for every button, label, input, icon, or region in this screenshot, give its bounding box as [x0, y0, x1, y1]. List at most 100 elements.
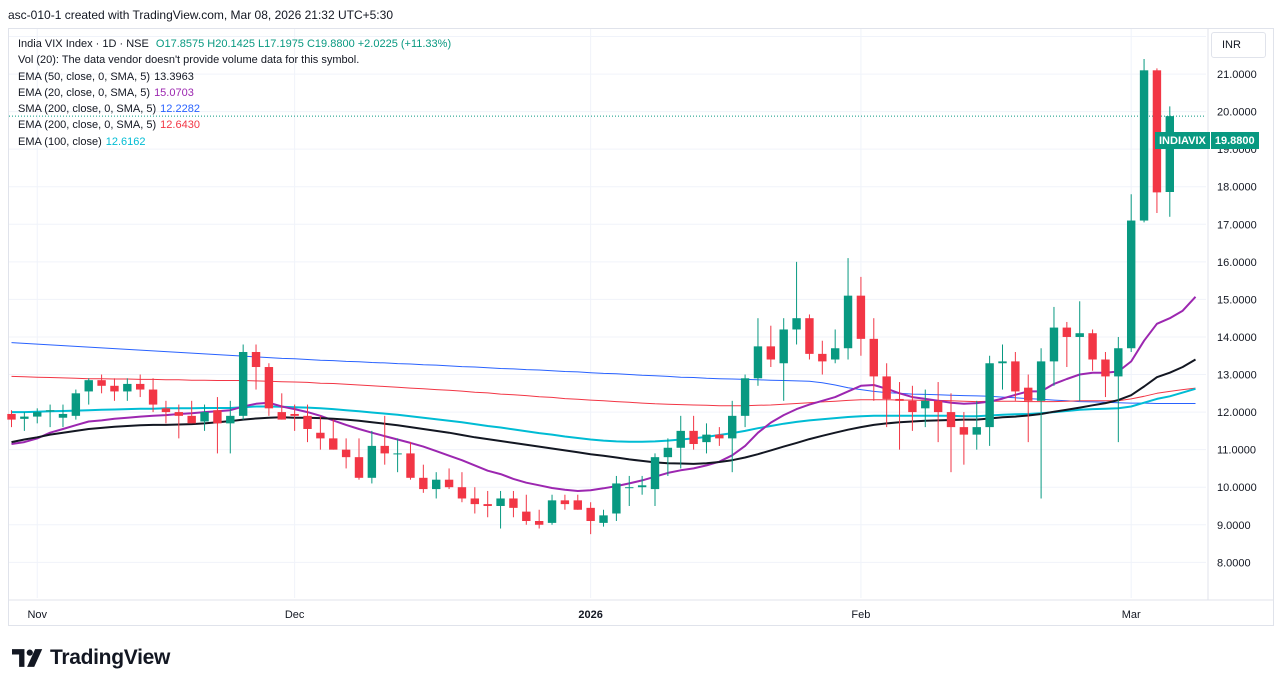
candle-body — [663, 447, 673, 458]
candle — [998, 344, 1007, 390]
candle-body — [586, 507, 595, 522]
candle — [290, 404, 299, 431]
candle — [226, 400, 235, 454]
legend-value: 12.6162 — [105, 135, 146, 148]
candle-body — [959, 427, 969, 435]
tradingview-logo: TradingView — [12, 646, 170, 670]
ema50-line — [11, 358, 1197, 465]
candle — [238, 344, 248, 420]
candle-body — [650, 457, 660, 490]
candle — [547, 494, 557, 525]
candle-body — [406, 453, 415, 478]
legend-label: EMA (20, close, 0, SMA, 5) — [18, 86, 151, 99]
legend-value: 12.2282 — [160, 103, 200, 116]
ema20-line — [11, 296, 1197, 492]
candle-body — [1152, 70, 1162, 193]
candle-body — [496, 498, 505, 506]
candle — [123, 378, 132, 401]
candle-body — [792, 318, 801, 330]
candle — [805, 314, 814, 360]
candle-body — [148, 389, 158, 405]
candle — [573, 494, 582, 510]
candle-body — [161, 408, 171, 413]
y-tick-label: 9.0000 — [1217, 520, 1251, 532]
candle-body — [174, 412, 184, 416]
candle-body — [946, 412, 956, 428]
candle — [715, 427, 724, 446]
y-tick-label: 16.0000 — [1217, 257, 1257, 269]
candle — [174, 404, 184, 439]
currency-button[interactable]: INR — [1211, 32, 1266, 58]
candle-body — [676, 430, 685, 448]
candle-body — [432, 479, 441, 490]
legend-indicator-sma200[interactable]: SMA (200, close, 0, SMA, 5) 12.2282 — [18, 101, 451, 117]
candle — [972, 400, 981, 450]
candle — [625, 475, 634, 506]
candle — [702, 423, 711, 454]
candle — [522, 494, 531, 525]
candle — [740, 374, 750, 428]
candle-body — [830, 348, 840, 360]
candle-body — [226, 415, 235, 424]
candle-body — [7, 413, 16, 420]
candle — [264, 363, 274, 416]
candle — [367, 430, 377, 484]
candle-body — [972, 427, 981, 435]
candle-body — [290, 413, 299, 416]
candle — [380, 415, 389, 465]
candle-body — [1126, 220, 1136, 349]
legend-ohlc: O17.8575 H20.1425 L17.1975 C19.8800 +2.0… — [155, 38, 452, 50]
candle-body — [1062, 327, 1072, 337]
candle-body — [573, 500, 582, 510]
candle-body — [599, 515, 608, 523]
chart-header: asc-010-1 created with TradingView.com, … — [8, 8, 393, 22]
legend-indicator-ema200[interactable]: EMA (200, close, 0, SMA, 5) 12.6430 — [18, 117, 451, 133]
candle — [779, 318, 788, 401]
candle-body — [213, 410, 222, 424]
candle-body — [303, 415, 312, 429]
candle — [1139, 59, 1149, 223]
candle-body — [1101, 359, 1110, 377]
candle — [1088, 329, 1097, 371]
legend-indicator-ema100[interactable]: EMA (100, close) 12.6162 — [18, 134, 451, 150]
candle-body — [921, 400, 930, 409]
y-tick-label: 8.0000 — [1217, 557, 1251, 569]
candle — [933, 382, 943, 443]
candle — [586, 502, 595, 535]
candle — [251, 344, 261, 390]
candle — [432, 472, 441, 499]
candle-body — [805, 318, 814, 354]
candle-body — [264, 367, 274, 409]
legend-symbol[interactable]: India VIX Index · 1D · NSE — [18, 38, 149, 50]
candle-body — [534, 521, 544, 525]
candle-body — [393, 453, 402, 455]
legend-indicator-ema20[interactable]: EMA (20, close, 0, SMA, 5) 15.0703 — [18, 85, 451, 101]
candle — [534, 509, 544, 529]
candle-body — [123, 383, 132, 392]
candle — [303, 404, 312, 443]
candle — [277, 393, 286, 420]
candle-body — [341, 449, 351, 458]
candle — [856, 276, 866, 356]
x-tick-label: Feb — [851, 609, 870, 621]
candle — [419, 464, 428, 493]
candle-body — [766, 346, 776, 360]
legend-volume[interactable]: Vol (20): The data vendor doesn't provid… — [18, 54, 360, 67]
candle-body — [277, 412, 286, 420]
legend-symbol-row: India VIX Index · 1D · NSE O17.8575 H20.… — [18, 36, 451, 52]
legend-indicator-ema50[interactable]: EMA (50, close, 0, SMA, 5) 13.3963 — [18, 69, 451, 85]
candle — [1049, 306, 1059, 386]
candle-body — [45, 410, 55, 412]
candle-body — [509, 498, 518, 508]
candle — [908, 385, 917, 431]
candle-body — [329, 438, 338, 450]
candle — [895, 382, 904, 450]
candle — [161, 400, 171, 424]
candle-body — [444, 479, 454, 488]
legend-label: EMA (200, close, 0, SMA, 5) — [18, 119, 157, 132]
candle-body — [71, 393, 81, 416]
chart-legend: India VIX Index · 1D · NSE O17.8575 H20.… — [18, 36, 451, 150]
candle-body — [367, 445, 377, 478]
ema100-line — [11, 387, 1196, 443]
